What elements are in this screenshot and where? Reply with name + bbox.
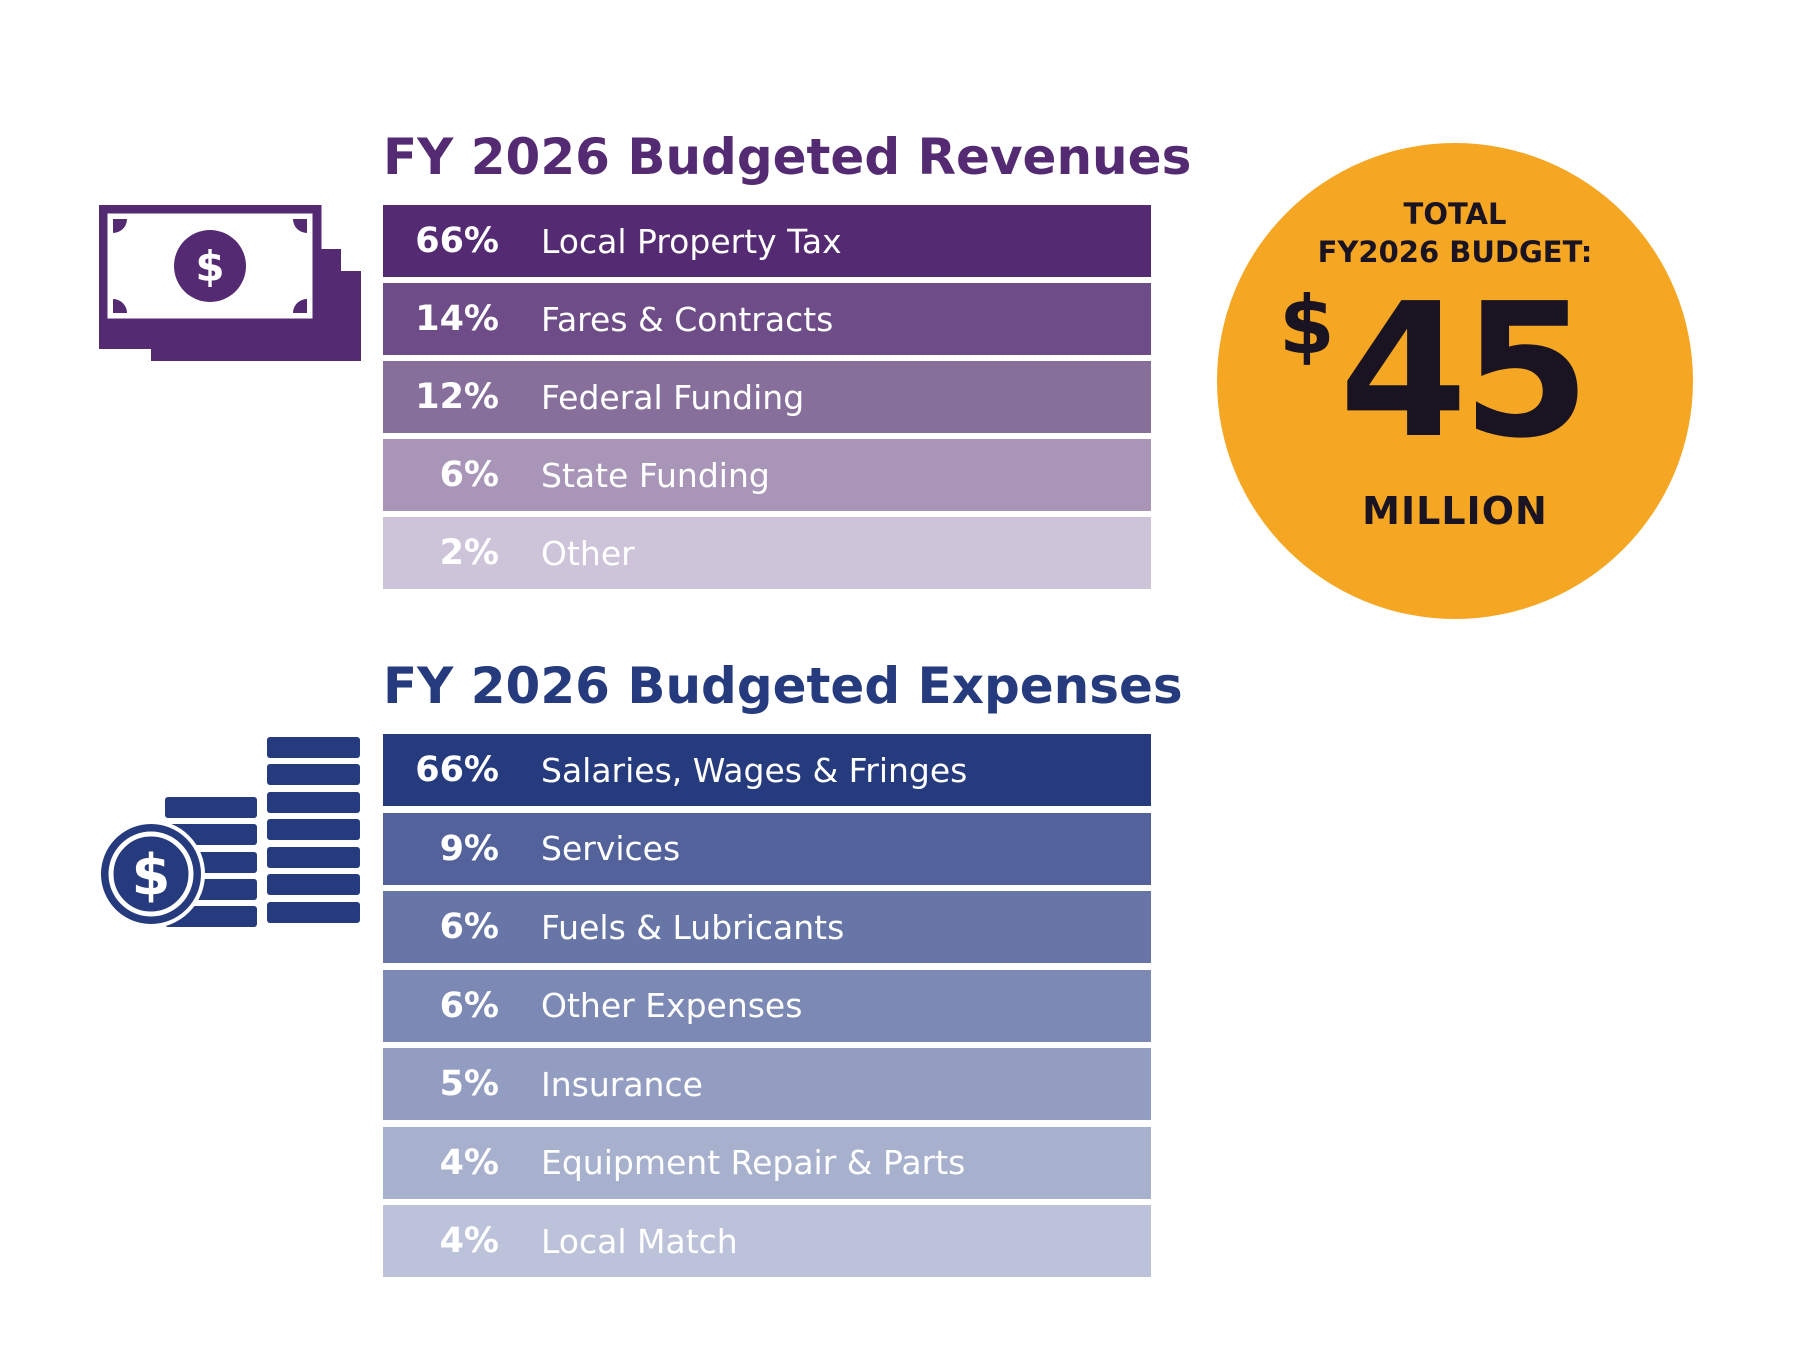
revenue-percent: 66% bbox=[415, 221, 499, 261]
expense-percent: 6% bbox=[439, 907, 499, 947]
revenue-label: Fares & Contracts bbox=[541, 299, 834, 339]
expense-row: 4% Local Match bbox=[383, 1205, 1151, 1277]
expense-percent: 9% bbox=[439, 828, 499, 869]
expense-label: Equipment Repair & Parts bbox=[541, 1143, 966, 1182]
total-budget-badge: TOTAL FY2026 BUDGET: $ 45 MILLION bbox=[1217, 143, 1693, 619]
expenses-list: 66% Salaries, Wages & Fringes 9% Services … bbox=[383, 734, 1151, 1284]
amount-unit: MILLION bbox=[1362, 489, 1548, 533]
budget-label: FY2026 BUDGET: bbox=[1317, 235, 1593, 269]
expense-percent: 5% bbox=[439, 1064, 499, 1104]
coin-stacks-icon: $ bbox=[99, 737, 360, 928]
revenue-percent: 6% bbox=[439, 455, 499, 495]
svg-text:$: $ bbox=[195, 242, 224, 291]
revenue-row: 12% Federal Funding bbox=[383, 361, 1151, 433]
revenue-label: Federal Funding bbox=[541, 377, 805, 417]
revenue-row: 14% Fares & Contracts bbox=[383, 283, 1151, 355]
revenues-title: FY 2026 Budgeted Revenues bbox=[383, 128, 1192, 186]
total-label: TOTAL bbox=[1403, 197, 1507, 231]
revenue-label: Local Property Tax bbox=[541, 221, 842, 261]
expense-row: 66% Salaries, Wages & Fringes bbox=[383, 734, 1151, 806]
revenues-list: 66% Local Property Tax 14% Fares & Contrac… bbox=[383, 205, 1151, 595]
revenue-percent: 14% bbox=[415, 299, 499, 339]
expense-percent: 4% bbox=[439, 1142, 499, 1183]
revenue-percent: 12% bbox=[415, 377, 499, 417]
expense-label: Other Expenses bbox=[541, 986, 803, 1025]
revenue-percent: 2% bbox=[439, 533, 499, 573]
expense-row: 6% Fuels & Lubricants bbox=[383, 891, 1151, 963]
expense-percent: 4% bbox=[439, 1221, 499, 1261]
expense-label: Local Match bbox=[541, 1221, 738, 1261]
revenue-row: 2% Other bbox=[383, 517, 1151, 589]
expense-label: Fuels & Lubricants bbox=[541, 907, 845, 947]
expense-label: Services bbox=[541, 829, 681, 868]
expense-row: 6% Other Expenses bbox=[383, 969, 1151, 1042]
expense-label: Insurance bbox=[541, 1064, 703, 1104]
expense-percent: 6% bbox=[439, 985, 499, 1026]
expense-row: 4% Equipment Repair & Parts bbox=[383, 1126, 1151, 1199]
revenue-row: 6% State Funding bbox=[383, 439, 1151, 511]
revenue-label: State Funding bbox=[541, 455, 770, 495]
expense-row: 5% Insurance bbox=[383, 1048, 1151, 1120]
expense-percent: 66% bbox=[415, 750, 499, 790]
currency-symbol: $ bbox=[1279, 279, 1335, 372]
svg-text:$: $ bbox=[132, 843, 171, 908]
money-bills-icon: $ bbox=[99, 205, 361, 361]
revenue-label: Other bbox=[541, 533, 635, 573]
expenses-title: FY 2026 Budgeted Expenses bbox=[383, 657, 1183, 715]
revenue-row: 66% Local Property Tax bbox=[383, 205, 1151, 277]
amount-value: 45 bbox=[1339, 263, 1590, 479]
expense-label: Salaries, Wages & Fringes bbox=[541, 750, 968, 790]
expense-row: 9% Services bbox=[383, 812, 1151, 885]
